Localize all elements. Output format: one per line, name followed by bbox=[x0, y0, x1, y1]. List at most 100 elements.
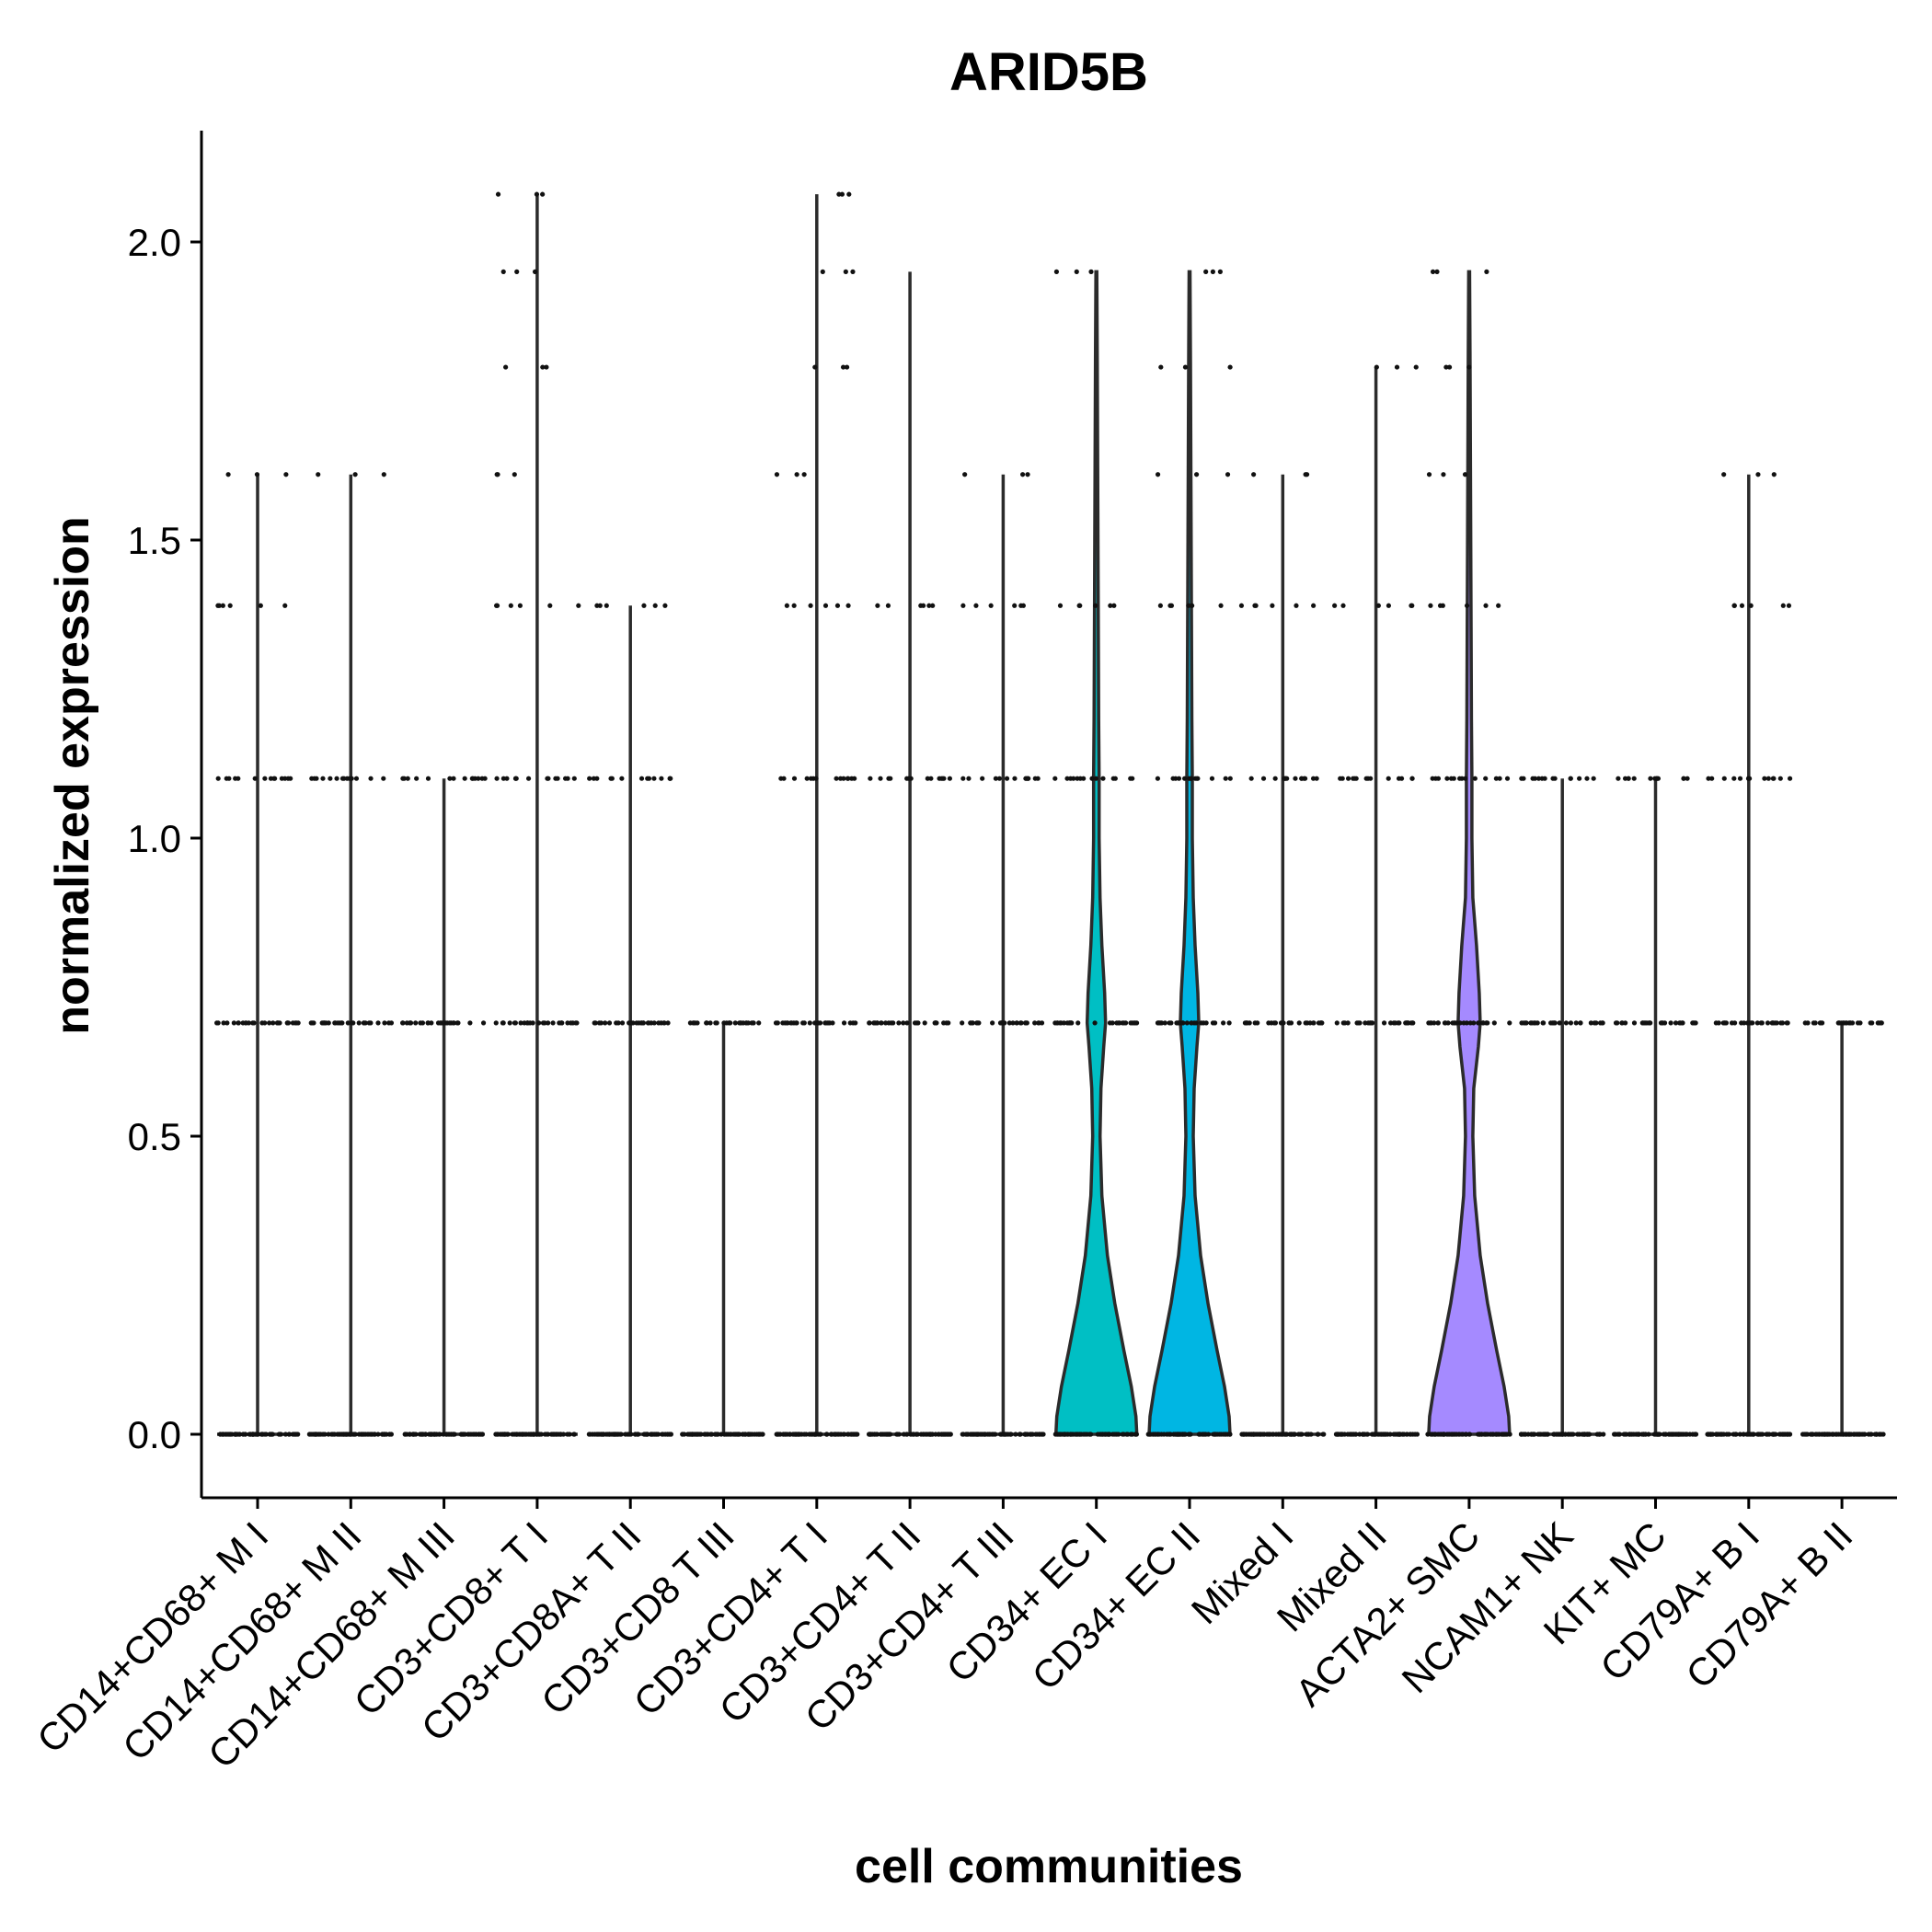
data-point bbox=[1092, 1020, 1098, 1026]
data-point bbox=[1291, 1432, 1296, 1437]
data-point bbox=[480, 1020, 487, 1026]
data-point bbox=[1054, 1020, 1061, 1026]
data-point bbox=[1293, 776, 1298, 781]
data-point bbox=[540, 364, 546, 370]
data-point bbox=[1479, 1432, 1485, 1437]
data-point bbox=[1052, 776, 1058, 781]
data-point bbox=[1485, 1020, 1490, 1026]
data-point bbox=[508, 603, 513, 608]
data-point bbox=[990, 1020, 995, 1026]
data-point bbox=[255, 1432, 260, 1437]
data-point bbox=[1128, 1020, 1133, 1026]
data-point bbox=[1250, 1432, 1256, 1437]
data-point bbox=[1496, 603, 1501, 608]
data-point bbox=[1375, 603, 1381, 608]
data-point bbox=[1001, 1432, 1007, 1437]
data-point bbox=[800, 1020, 806, 1026]
data-point bbox=[313, 1432, 318, 1437]
data-point bbox=[1769, 1020, 1775, 1026]
data-point bbox=[482, 776, 488, 781]
data-point bbox=[1542, 776, 1547, 781]
data-point bbox=[414, 776, 420, 781]
data-point bbox=[1170, 776, 1176, 781]
data-point bbox=[1432, 1020, 1437, 1026]
data-point bbox=[339, 1432, 345, 1437]
data-point bbox=[600, 1432, 605, 1437]
violin-group bbox=[1238, 472, 1327, 1437]
data-point bbox=[1721, 776, 1727, 781]
data-point bbox=[1251, 472, 1257, 477]
data-point bbox=[455, 1020, 461, 1026]
data-point bbox=[1631, 776, 1637, 781]
data-point bbox=[704, 1020, 709, 1026]
data-point bbox=[1340, 1020, 1346, 1026]
data-point bbox=[651, 1432, 657, 1437]
data-point bbox=[1507, 1020, 1512, 1026]
data-point bbox=[544, 1432, 549, 1437]
data-point bbox=[1483, 776, 1489, 781]
data-point bbox=[1681, 776, 1686, 781]
data-point bbox=[535, 1432, 540, 1437]
data-point bbox=[1039, 1020, 1045, 1026]
data-point bbox=[933, 1432, 938, 1437]
data-point bbox=[777, 1432, 783, 1437]
data-point bbox=[227, 603, 233, 608]
data-point bbox=[364, 1432, 371, 1437]
data-point bbox=[619, 776, 625, 781]
data-point bbox=[1748, 603, 1754, 608]
data-point bbox=[1271, 1432, 1276, 1437]
data-point bbox=[1494, 1432, 1500, 1437]
data-point bbox=[1466, 364, 1472, 370]
data-point bbox=[641, 603, 647, 608]
data-point bbox=[695, 1432, 700, 1437]
data-point bbox=[1787, 776, 1793, 781]
data-point bbox=[742, 1432, 748, 1437]
data-point bbox=[251, 1020, 257, 1026]
data-point bbox=[1296, 1020, 1302, 1026]
data-point bbox=[503, 364, 509, 370]
data-point bbox=[1640, 1020, 1646, 1026]
data-point bbox=[1591, 776, 1596, 781]
data-point bbox=[1480, 1020, 1486, 1026]
data-point bbox=[1457, 776, 1463, 781]
data-point bbox=[1386, 776, 1391, 781]
data-point bbox=[1066, 1020, 1072, 1026]
data-point bbox=[1074, 269, 1079, 274]
data-point bbox=[1541, 1432, 1547, 1437]
data-point bbox=[735, 1432, 742, 1437]
data-point bbox=[638, 776, 645, 781]
violin-group bbox=[1800, 1020, 1886, 1437]
data-point bbox=[1493, 776, 1499, 781]
data-point bbox=[1404, 1432, 1409, 1437]
data-point bbox=[1367, 1020, 1374, 1026]
data-point bbox=[1601, 1432, 1606, 1437]
data-point bbox=[1464, 603, 1470, 608]
data-point bbox=[939, 1432, 945, 1437]
data-point bbox=[938, 776, 944, 781]
data-point bbox=[1100, 776, 1106, 781]
data-point bbox=[744, 1020, 750, 1026]
data-point bbox=[1156, 1020, 1162, 1026]
data-point bbox=[425, 1020, 431, 1026]
data-point bbox=[627, 1020, 632, 1026]
data-point bbox=[820, 269, 825, 274]
data-point bbox=[470, 776, 476, 781]
data-point bbox=[1430, 776, 1435, 781]
data-point bbox=[591, 776, 597, 781]
data-point bbox=[576, 603, 581, 608]
data-point bbox=[775, 1020, 780, 1026]
data-point bbox=[571, 1432, 577, 1437]
data-point bbox=[1221, 1432, 1226, 1437]
data-point bbox=[1184, 1020, 1190, 1026]
data-point bbox=[1381, 1020, 1387, 1026]
data-point bbox=[381, 776, 386, 781]
data-point bbox=[518, 1020, 523, 1026]
data-point bbox=[217, 1432, 223, 1437]
data-point bbox=[1093, 603, 1098, 608]
data-point bbox=[655, 1432, 661, 1437]
data-point bbox=[1182, 776, 1188, 781]
data-point bbox=[1529, 1020, 1535, 1026]
data-point bbox=[405, 776, 410, 781]
data-point bbox=[1660, 1020, 1665, 1026]
